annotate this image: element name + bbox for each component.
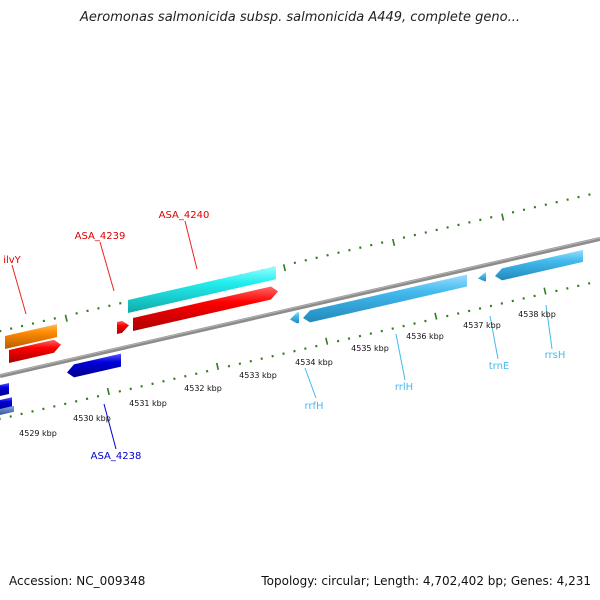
genome-backbone-highlight [0,237,600,376]
feature-asa4238[interactable] [67,353,121,378]
scale-label-4536: 4536 kbp [406,332,444,341]
feature-trnE[interactable] [478,272,486,282]
major-tick [282,264,287,272]
leader-asa4240 [184,220,198,270]
feature-asa4240-cyan[interactable] [128,266,276,313]
feature-reverse-left-1[interactable] [0,382,9,396]
label-ilvY[interactable]: ilvY [3,255,21,266]
major-tick [434,312,438,320]
scale-label-4529: 4529 kbp [19,429,57,438]
scale-label-4537: 4537 kbp [463,321,501,330]
major-tick [64,314,68,322]
label-asa4239[interactable]: ASA_4239 [75,231,126,242]
scale-label-4530: 4530 kbp [73,414,111,423]
label-rrlH[interactable]: rrlH [395,382,413,393]
major-tick [325,337,329,345]
feature-rrlH[interactable] [303,274,467,323]
feature-ilvY-orange[interactable] [5,324,57,349]
leader-rrlH [395,333,406,381]
scale-label-4531: 4531 kbp [129,399,167,408]
major-tick [392,238,396,247]
inner-tick-track [0,282,591,420]
genome-summary-text: Topology: circular; Length: 4,702,402 bp… [261,574,591,588]
feature-reverse-left-2[interactable] [0,397,12,410]
genome-backbone [0,237,600,378]
feature-rrsH[interactable] [495,249,583,281]
feature-reverse-left-3[interactable] [0,405,14,415]
leader-asa4239 [99,241,115,292]
leader-trnE [489,315,499,360]
label-rrfH[interactable]: rrfH [304,401,323,412]
feature-asa4240[interactable] [133,286,278,331]
scale-label-4533: 4533 kbp [239,371,277,380]
accession-text: Accession: NC_009348 [9,574,146,588]
major-tick [543,287,547,295]
feature-asa4239[interactable] [117,320,129,334]
feature-rrfH[interactable] [290,311,299,324]
scale-label-4534: 4534 kbp [295,358,333,367]
scale-label-4532: 4532 kbp [184,384,222,393]
title: Aeromonas salmonicida subsp. salmonicida… [80,10,520,25]
scale-label-4538: 4538 kbp [518,310,556,319]
leader-rrfH [304,367,317,399]
label-rrsH[interactable]: rrsH [545,350,566,361]
major-tick [106,387,110,396]
label-trnE[interactable]: trnE [489,361,510,372]
major-tick [501,213,505,221]
label-asa4240[interactable]: ASA_4240 [159,210,210,221]
leader-ilvY [11,264,27,315]
leader-asa4238 [103,403,117,450]
leader-rrsH [545,304,553,350]
label-asa4238[interactable]: ASA_4238 [91,451,142,462]
major-tick [215,362,220,370]
feature-ilvY[interactable] [9,339,61,363]
scale-label-4535: 4535 kbp [351,344,389,353]
